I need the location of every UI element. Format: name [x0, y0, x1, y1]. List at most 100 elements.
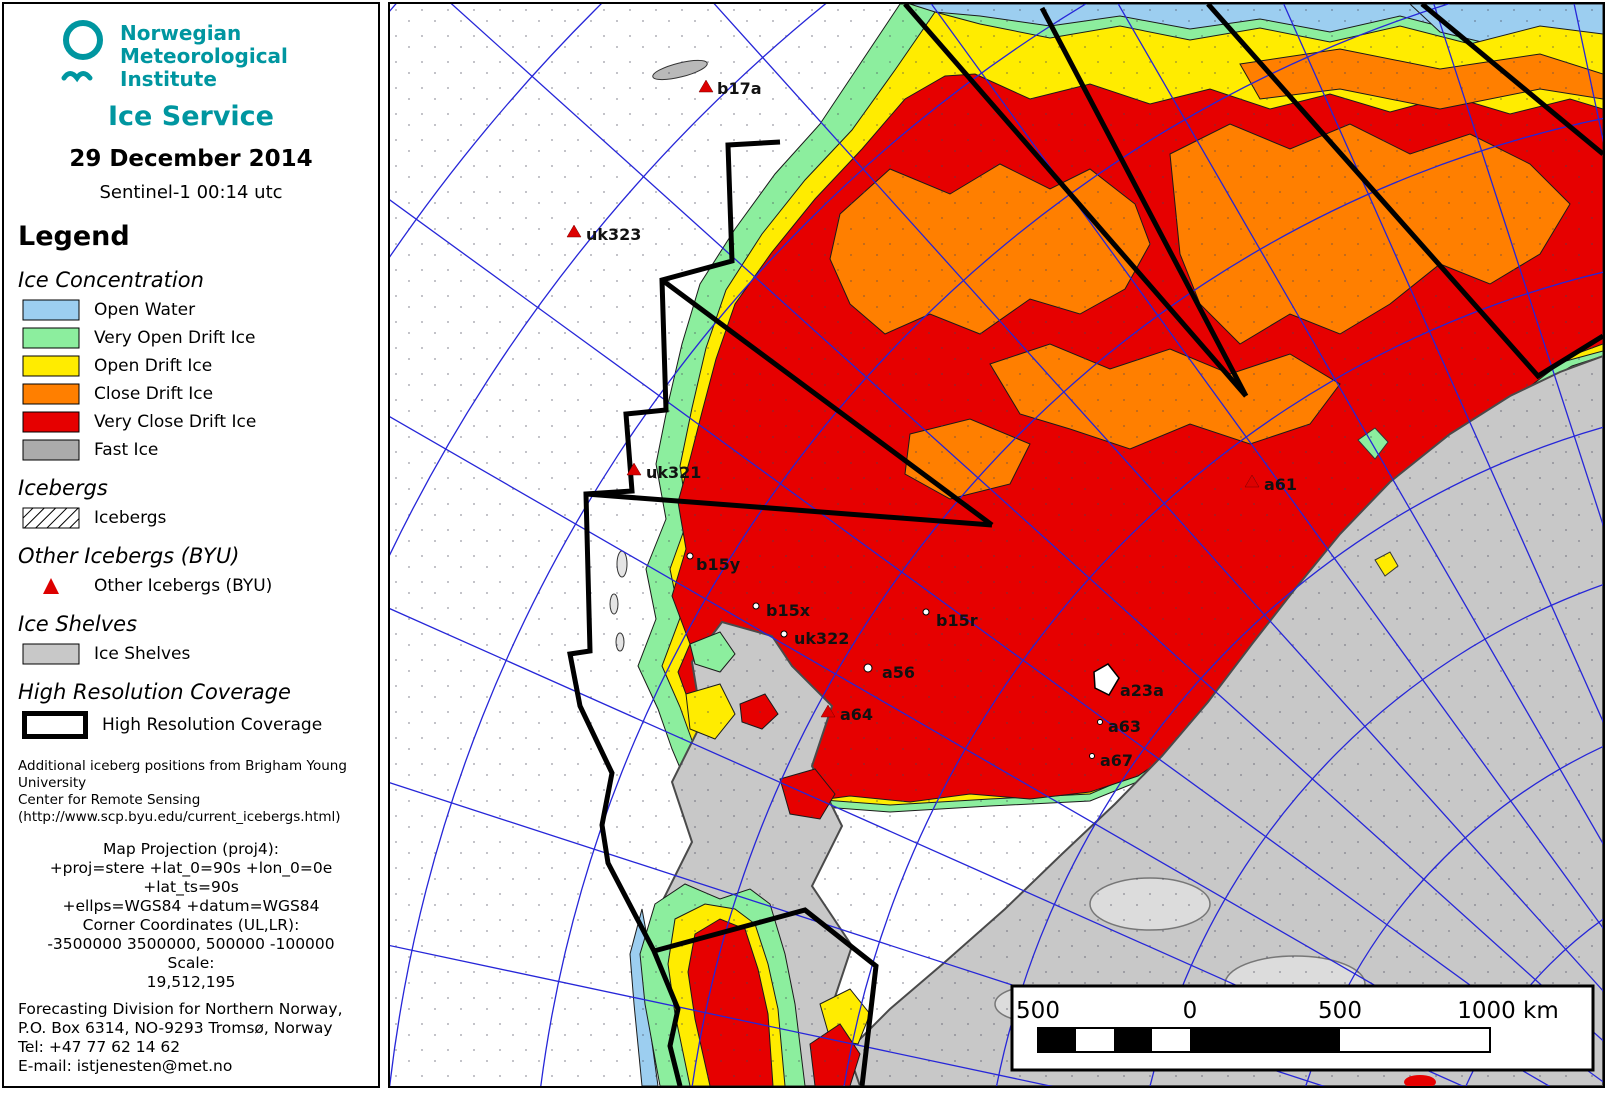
- iceberg-outline-a23a: [1093, 663, 1120, 696]
- swatch-fast-ice: [22, 439, 80, 461]
- org-name-line2: Meteorological: [120, 44, 288, 68]
- legend-title: Legend: [18, 221, 130, 252]
- graticule: [390, 4, 1603, 1086]
- scale-label-1000km: 1000 km: [1457, 998, 1559, 1024]
- projection-line2: +proj=stere +lat_0=90s +lon_0=0e +lat_ts…: [49, 859, 333, 896]
- scale-segment: [1190, 1028, 1340, 1052]
- iceberg-label: uk322: [794, 629, 849, 648]
- swatch-close-drift-ice: [22, 383, 80, 405]
- iceberg-label: uk323: [586, 225, 641, 244]
- red-ice-blob-bottom: [1404, 1075, 1436, 1086]
- iceberg-point-b15r: [922, 608, 930, 616]
- iceberg-triangle-uk321: [626, 462, 642, 476]
- iceberg-label: b15x: [766, 601, 811, 620]
- legend-item-close-drift-ice: Close Drift Ice: [22, 383, 364, 405]
- contact-line4: E-mail: istjenesten@met.no: [18, 1057, 233, 1075]
- iceberg-triangle-uk323: [566, 224, 582, 238]
- legend-item-icebergs: Icebergs: [22, 507, 364, 529]
- legend-label: Ice Shelves: [94, 644, 191, 664]
- section-icebergs-title: Icebergs: [18, 476, 108, 500]
- legend-label: Very Close Drift Ice: [94, 412, 257, 432]
- swatch-ice-shelves: [22, 643, 80, 665]
- section-ice-concentration-title: Ice Concentration: [18, 268, 204, 292]
- projection-line7: 19,512,195: [146, 973, 236, 991]
- legend-item-very-close-drift-ice: Very Close Drift Ice: [22, 411, 364, 433]
- org-name: Norwegian Meteorological Institute: [120, 16, 288, 91]
- map-svg: b17a uk323 uk321 a64 a61 b15y b15x uk322…: [390, 4, 1603, 1086]
- iceberg-point-b15x: [752, 602, 760, 610]
- byu-attribution-line3: (http://www.scp.byu.edu/current_icebergs…: [18, 809, 341, 825]
- iceberg-label: b15r: [936, 611, 978, 630]
- section-ice-shelves-title: Ice Shelves: [18, 612, 138, 636]
- legend-label: Icebergs: [94, 508, 167, 528]
- iceberg-label: a64: [840, 705, 873, 724]
- scale-segment: [1114, 1028, 1152, 1052]
- legend-item-open-water: Open Water: [22, 299, 364, 321]
- contact-line3: Tel: +47 77 62 14 62: [18, 1038, 181, 1056]
- swatch-very-close-drift-ice: [22, 411, 80, 433]
- scale-label-500-right: 500: [1318, 998, 1362, 1024]
- iceberg-point-a67: [1089, 753, 1095, 759]
- legend-label: Other Icebergs (BYU): [94, 576, 273, 596]
- swatch-open-water: [22, 299, 80, 321]
- section-other-icebergs-title: Other Icebergs (BYU): [18, 544, 240, 568]
- org-name-line1: Norwegian: [120, 21, 242, 45]
- product-date: 29 December 2014: [69, 146, 313, 172]
- projection-line1: Map Projection (proj4):: [102, 840, 280, 858]
- met-logo: Norwegian Meteorological Institute: [58, 16, 364, 91]
- service-title: Ice Service: [107, 101, 274, 132]
- scale-label-500-left: 500: [1016, 998, 1060, 1024]
- met-logo-icon: [61, 20, 103, 83]
- swatch-icebergs-hatched: [22, 507, 80, 529]
- legend-item-high-res: High Resolution Coverage: [22, 711, 364, 739]
- scale-segment: [1038, 1028, 1076, 1052]
- byu-attribution-line1: Additional iceberg positions from Brigha…: [18, 758, 347, 791]
- contact-line2: P.O. Box 6314, NO-9293 Tromsø, Norway: [18, 1019, 333, 1037]
- iceberg-label: b15y: [696, 555, 741, 574]
- iceberg-label: a67: [1100, 751, 1133, 770]
- iceberg-markers: b17a uk323 uk321 a64 a61 b15y b15x uk322…: [566, 79, 1297, 770]
- legend-item-ice-shelves: Ice Shelves: [22, 643, 364, 665]
- legend-label: Close Drift Ice: [94, 384, 214, 404]
- legend-label: Open Water: [94, 300, 196, 320]
- org-name-line3: Institute: [120, 67, 217, 91]
- iceberg-point-a63: [1097, 719, 1103, 725]
- projection-line6: Scale:: [167, 954, 215, 972]
- scale-segment: [1340, 1028, 1490, 1052]
- scale-bar-outline: [1037, 1027, 1491, 1053]
- projection-line3: +ellps=WGS84 +datum=WGS84: [62, 897, 320, 915]
- projection-info: Map Projection (proj4): +proj=stere +lat…: [18, 840, 364, 992]
- byu-attribution-line2: Center for Remote Sensing: [18, 792, 201, 808]
- scale-segment: [1076, 1028, 1114, 1052]
- iceberg-triangle-b17a: [698, 79, 714, 93]
- iceberg-point-a56: [863, 663, 873, 673]
- swatch-very-open-drift-ice: [22, 327, 80, 349]
- legend-label: Very Open Drift Ice: [94, 328, 256, 348]
- scale-label-0: 0: [1183, 998, 1198, 1024]
- scale-bar: 500 0 500 1000 km: [1010, 984, 1595, 1072]
- legend-item-open-drift-ice: Open Drift Ice: [22, 355, 364, 377]
- data-source: Sentinel-1 00:14 utc: [99, 182, 283, 203]
- contact-info: Forecasting Division for Northern Norway…: [18, 1000, 364, 1076]
- iceberg-triangle-a61: [1244, 474, 1260, 488]
- red-triangle-icon: [43, 578, 59, 594]
- iceberg-label: uk321: [646, 463, 701, 482]
- iceberg-label: b17a: [717, 79, 762, 98]
- legend-item-very-open-drift-ice: Very Open Drift Ice: [22, 327, 364, 349]
- byu-attribution: Additional iceberg positions from Brigha…: [18, 758, 364, 826]
- section-high-res-title: High Resolution Coverage: [18, 680, 291, 704]
- legend-item-fast-ice: Fast Ice: [22, 439, 364, 461]
- iceberg-label: a56: [882, 663, 915, 682]
- iceberg-label: a23a: [1120, 681, 1164, 700]
- swatch-open-drift-ice: [22, 355, 80, 377]
- iceberg-triangle-a64: [820, 704, 836, 718]
- iceberg-point-b15y: [686, 552, 694, 560]
- legend-label: Open Drift Ice: [94, 356, 213, 376]
- legend-label: Fast Ice: [94, 440, 159, 460]
- high-res-coverage-outline: [567, 4, 1603, 1086]
- iceberg-label: a61: [1264, 475, 1297, 494]
- scale-segment: [1152, 1028, 1190, 1052]
- contact-line1: Forecasting Division for Northern Norway…: [18, 1000, 343, 1018]
- legend-label: High Resolution Coverage: [102, 715, 323, 735]
- legend-panel: Norwegian Meteorological Institute Ice S…: [2, 2, 380, 1088]
